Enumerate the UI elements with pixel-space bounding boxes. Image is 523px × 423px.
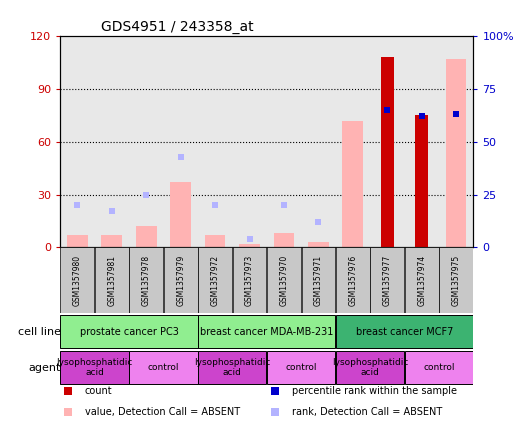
Text: control: control (423, 363, 454, 372)
Bar (67, 235, 88, 247)
Text: lysophosphatidic
acid: lysophosphatidic acid (194, 358, 270, 377)
Bar (198, 351, 266, 384)
Text: breast cancer MCF7: breast cancer MCF7 (356, 327, 453, 337)
Bar (267, 351, 335, 384)
Text: GSM1357979: GSM1357979 (176, 255, 185, 306)
Text: control: control (147, 363, 179, 372)
Bar (95, 247, 129, 313)
Text: GDS4951 / 243358_at: GDS4951 / 243358_at (101, 19, 254, 33)
Text: GSM1357971: GSM1357971 (314, 255, 323, 306)
Bar (308, 242, 329, 247)
Text: cell line: cell line (18, 327, 61, 337)
Text: GSM1357974: GSM1357974 (417, 255, 426, 306)
Text: GSM1357980: GSM1357980 (73, 255, 82, 306)
Bar (205, 235, 225, 247)
Bar (129, 351, 198, 384)
Bar (198, 315, 335, 348)
Bar (61, 351, 129, 384)
Text: breast cancer MDA-MB-231: breast cancer MDA-MB-231 (200, 327, 334, 337)
Text: GSM1357975: GSM1357975 (451, 255, 461, 306)
Text: GSM1357972: GSM1357972 (211, 255, 220, 306)
Bar (61, 247, 94, 313)
Bar (129, 247, 163, 313)
Bar (439, 247, 473, 313)
Text: agent: agent (28, 363, 61, 373)
Bar (198, 247, 232, 313)
Text: GSM1357978: GSM1357978 (142, 255, 151, 306)
Bar (370, 247, 404, 313)
Bar (101, 235, 122, 247)
Bar (415, 115, 428, 247)
Bar (405, 351, 473, 384)
Text: rank, Detection Call = ABSENT: rank, Detection Call = ABSENT (291, 407, 442, 417)
Text: value, Detection Call = ABSENT: value, Detection Call = ABSENT (85, 407, 240, 417)
Bar (381, 57, 394, 247)
Bar (336, 351, 404, 384)
Bar (301, 247, 335, 313)
Bar (336, 247, 370, 313)
Bar (136, 226, 156, 247)
Bar (267, 247, 301, 313)
Bar (239, 244, 260, 247)
Text: GSM1357981: GSM1357981 (107, 255, 116, 306)
Text: lysophosphatidic
acid: lysophosphatidic acid (56, 358, 133, 377)
Bar (274, 233, 294, 247)
Text: GSM1357970: GSM1357970 (279, 255, 289, 306)
Bar (446, 59, 467, 247)
Text: GSM1357977: GSM1357977 (383, 255, 392, 306)
Bar (170, 182, 191, 247)
Bar (336, 315, 473, 348)
Text: prostate cancer PC3: prostate cancer PC3 (79, 327, 178, 337)
Bar (164, 247, 198, 313)
Text: lysophosphatidic
acid: lysophosphatidic acid (332, 358, 408, 377)
Text: percentile rank within the sample: percentile rank within the sample (291, 386, 457, 396)
Bar (233, 247, 266, 313)
Bar (61, 315, 198, 348)
Bar (405, 247, 439, 313)
Text: count: count (85, 386, 112, 396)
Text: control: control (286, 363, 317, 372)
Text: GSM1357973: GSM1357973 (245, 255, 254, 306)
Text: GSM1357976: GSM1357976 (348, 255, 357, 306)
Bar (343, 121, 363, 247)
